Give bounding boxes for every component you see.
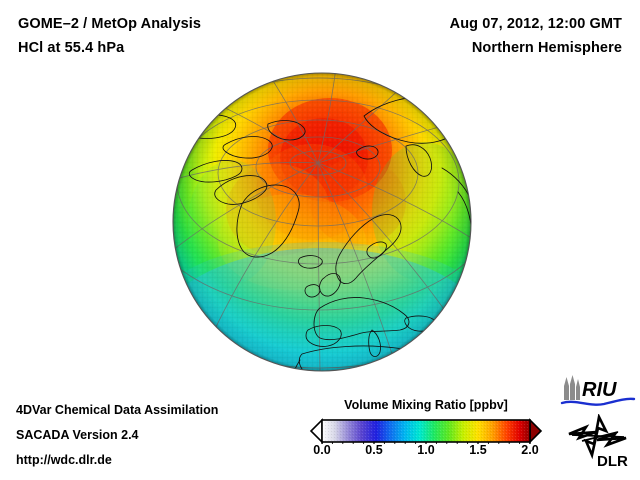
globe-svg: [172, 72, 472, 372]
colorbar-svg: [309, 418, 543, 444]
colorbar-under-arrow: [309, 418, 323, 444]
dlr-mark-icon: [568, 412, 627, 460]
colorbar-over-arrow: [529, 418, 543, 444]
riu-logo: RIU: [560, 374, 636, 408]
page-title: GOME–2 / MetOp Analysis: [18, 16, 202, 32]
riu-wordmark: RIU: [582, 379, 617, 401]
colorbar: Volume Mixing Ratio [ppbv] 0.0 0.5 1.0 1.5 2…: [305, 398, 547, 472]
globe-map: [172, 72, 472, 372]
colorbar-tick-label: 1.0: [417, 443, 435, 457]
dlr-logo-svg: DLR: [568, 412, 628, 470]
dlr-wordmark: DLR: [597, 453, 628, 470]
colorbar-tick-label: 2.0: [521, 443, 539, 457]
dlr-logo: DLR: [566, 412, 634, 470]
hemisphere-label: Northern Hemisphere: [471, 40, 622, 56]
colorbar-title: Volume Mixing Ratio [ppbv]: [344, 398, 508, 412]
colorbar-ticks: [321, 442, 531, 444]
colorbar-tick-label: 0.0: [313, 443, 331, 457]
valid-time-label: Aug 07, 2012, 12:00 GMT: [449, 16, 622, 32]
globe-limb-shading: [173, 73, 471, 371]
url-label[interactable]: http://wdc.dlr.de: [16, 453, 112, 467]
globe-outline: [172, 72, 472, 372]
riu-spires-icon: [564, 375, 580, 400]
colorbar-dither: [322, 420, 530, 442]
version-label: SACADA Version 2.4: [16, 428, 139, 442]
riu-wave-icon: [560, 397, 636, 406]
page-subtitle: HCl at 55.4 hPa: [18, 40, 125, 56]
colorbar-tick-labels: 0.0 0.5 1.0 1.5 2.0: [305, 443, 547, 461]
riu-logo-svg: RIU: [560, 375, 636, 406]
colorbar-tick-label: 1.5: [469, 443, 487, 457]
method-label: 4DVar Chemical Data Assimilation: [16, 403, 219, 417]
colorbar-tick-label: 0.5: [365, 443, 383, 457]
